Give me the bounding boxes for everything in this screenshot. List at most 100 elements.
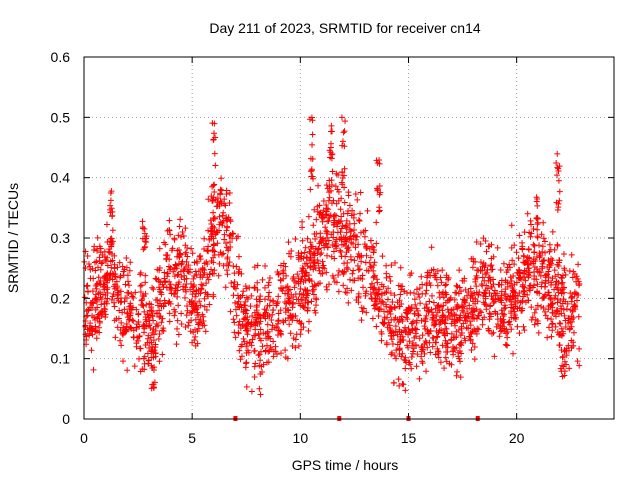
data-point [171,312,178,319]
data-point [504,334,511,341]
x-tick-label: 15 [401,430,417,446]
data-point [341,184,348,191]
data-point [231,319,238,326]
data-point [183,281,190,288]
data-point [516,232,523,239]
data-point [104,277,111,284]
data-point [148,385,155,392]
data-point [527,217,534,224]
data-point [552,292,559,299]
data-point [123,326,130,333]
data-point [288,314,295,321]
data-point [555,289,562,296]
data-point [434,345,441,352]
y-tick-label: 0.3 [51,230,71,246]
data-point [530,241,537,248]
data-point [405,331,412,338]
data-point [378,306,385,313]
data-point [411,290,418,297]
data-point [454,283,461,290]
data-point [311,258,318,265]
data-point [396,345,403,352]
data-point [156,264,163,271]
x-axis-label: GPS time / hours [292,457,399,473]
data-point [340,129,347,136]
data-point [416,335,423,342]
data-point [152,323,159,330]
data-point [111,317,118,324]
data-point [314,250,321,257]
data-point [335,218,342,225]
data-point [236,347,243,354]
data-point [559,354,566,361]
data-point [120,358,127,365]
data-point [353,233,360,240]
data-point [373,219,380,226]
data-point [314,257,321,264]
data-point [485,243,492,250]
data-point [463,324,470,331]
data-point [341,199,348,206]
data-point [405,325,412,332]
data-point [267,297,274,304]
y-axis-label: SRMTID / TECUs [5,183,21,293]
data-point [290,313,297,320]
data-point [198,281,205,288]
data-point [285,295,292,302]
data-point [142,238,149,245]
data-point [453,328,460,335]
data-point [545,257,552,264]
data-point [419,358,426,365]
data-point [340,269,347,276]
data-point [432,351,439,358]
data-point [549,320,556,327]
data-point [275,271,282,278]
data-point [361,233,368,240]
data-point [133,340,140,347]
data-point [492,292,499,299]
data-point [90,247,97,254]
data-point [413,286,420,293]
data-point [445,309,452,316]
data-point [87,320,94,327]
data-point [436,321,443,328]
data-point [226,199,233,206]
data-point [262,262,269,269]
data-point [511,299,518,306]
data-point [425,269,432,276]
data-point [430,312,437,319]
data-point [534,226,541,233]
data-point [164,270,171,277]
data-point [528,304,535,311]
data-point [321,244,328,251]
data-point [209,197,216,204]
data-point [94,313,101,320]
data-point [351,257,358,264]
data-point [92,316,99,323]
data-point [111,303,118,310]
data-point [311,206,318,213]
data-point [148,301,155,308]
data-point [551,267,558,274]
x-tick-label: 0 [80,430,88,446]
data-point [409,320,416,327]
data-point [279,285,286,292]
data-point [351,220,358,227]
data-point [497,266,504,273]
data-point [371,259,378,266]
data-point [315,280,322,287]
data-point [437,274,444,281]
data-point [556,188,563,195]
data-point [325,217,332,224]
data-point [370,274,377,281]
data-point [297,285,304,292]
data-point [496,333,503,340]
data-point [319,215,326,222]
data-point [493,323,500,330]
data-point [289,304,296,311]
data-point [387,328,394,335]
data-point [104,270,111,277]
data-point [124,367,131,374]
data-point [143,318,150,325]
